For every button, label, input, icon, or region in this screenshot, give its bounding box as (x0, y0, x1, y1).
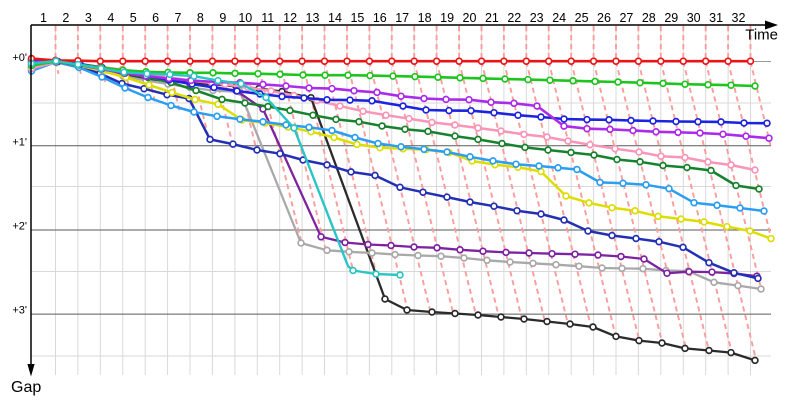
svg-text:4: 4 (107, 11, 114, 25)
svg-text:17: 17 (395, 11, 409, 25)
svg-text:12: 12 (283, 11, 297, 25)
svg-text:+2': +2' (12, 221, 27, 233)
svg-text:8: 8 (197, 11, 204, 25)
svg-text:30: 30 (687, 11, 701, 25)
svg-text:16: 16 (373, 11, 387, 25)
svg-text:25: 25 (575, 11, 589, 25)
svg-text:2: 2 (62, 11, 69, 25)
svg-text:26: 26 (597, 11, 611, 25)
svg-text:20: 20 (463, 11, 477, 25)
svg-text:+3': +3' (12, 305, 27, 317)
svg-text:21: 21 (485, 11, 499, 25)
svg-text:24: 24 (552, 11, 566, 25)
svg-text:1: 1 (40, 11, 47, 25)
svg-text:11: 11 (261, 11, 274, 25)
svg-text:32: 32 (732, 11, 746, 25)
svg-text:27: 27 (619, 11, 633, 25)
svg-text:22: 22 (507, 11, 521, 25)
svg-text:31: 31 (709, 11, 723, 25)
svg-text:6: 6 (152, 11, 159, 25)
svg-text:15: 15 (350, 11, 364, 25)
svg-text:23: 23 (530, 11, 544, 25)
svg-text:14: 14 (328, 11, 342, 25)
svg-text:28: 28 (642, 11, 656, 25)
svg-text:9: 9 (219, 11, 226, 25)
svg-text:+1': +1' (12, 136, 27, 148)
svg-text:7: 7 (175, 11, 182, 25)
svg-text:5: 5 (130, 11, 137, 25)
svg-text:18: 18 (418, 11, 432, 25)
svg-text:Time: Time (745, 27, 778, 44)
svg-text:13: 13 (306, 11, 320, 25)
svg-text:29: 29 (664, 11, 678, 25)
svg-text:10: 10 (238, 11, 252, 25)
svg-text:19: 19 (440, 11, 454, 25)
svg-text:+0': +0' (12, 52, 27, 64)
svg-text:3: 3 (85, 11, 92, 25)
svg-text:Gap: Gap (11, 379, 41, 396)
